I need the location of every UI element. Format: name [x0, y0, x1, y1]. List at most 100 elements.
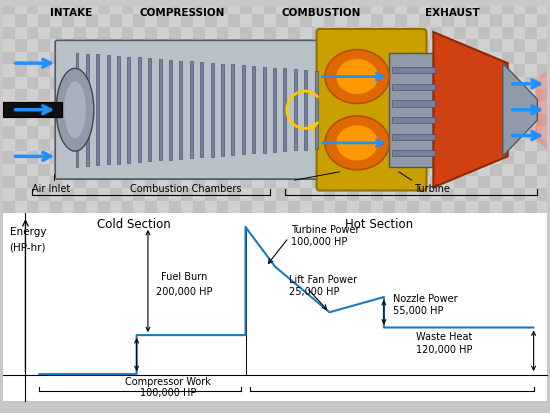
- Bar: [26, 126, 39, 139]
- Bar: [300, 52, 312, 64]
- Bar: [264, 201, 276, 213]
- Bar: [442, 76, 454, 89]
- Bar: [395, 14, 406, 27]
- Text: 120,000 HP: 120,000 HP: [416, 345, 472, 355]
- Text: Air Inlet: Air Inlet: [32, 184, 71, 194]
- Bar: [169, 176, 181, 188]
- Bar: [288, 176, 300, 188]
- Bar: [39, 139, 50, 151]
- Bar: [50, 176, 62, 188]
- Bar: [122, 126, 134, 139]
- Bar: [336, 2, 347, 14]
- Bar: [294, 69, 297, 150]
- Bar: [490, 76, 502, 89]
- Bar: [228, 39, 240, 52]
- Bar: [359, 52, 371, 64]
- Bar: [3, 89, 15, 102]
- Bar: [221, 64, 224, 156]
- Ellipse shape: [325, 50, 389, 104]
- Bar: [371, 201, 383, 213]
- Bar: [240, 2, 252, 14]
- Bar: [240, 76, 252, 89]
- Bar: [478, 151, 490, 164]
- Bar: [323, 76, 336, 89]
- Bar: [242, 65, 245, 154]
- Bar: [406, 151, 419, 164]
- Bar: [490, 89, 502, 102]
- Bar: [525, 27, 537, 39]
- Bar: [525, 39, 537, 52]
- Bar: [514, 39, 525, 52]
- Bar: [490, 14, 502, 27]
- Bar: [359, 151, 371, 164]
- Bar: [514, 201, 525, 213]
- Bar: [205, 64, 217, 76]
- Bar: [525, 114, 537, 126]
- Bar: [383, 52, 395, 64]
- Bar: [86, 126, 98, 139]
- Bar: [169, 27, 181, 39]
- Bar: [193, 64, 205, 76]
- Bar: [323, 89, 336, 102]
- Bar: [514, 114, 525, 126]
- Bar: [252, 139, 264, 151]
- Bar: [134, 39, 145, 52]
- Bar: [193, 89, 205, 102]
- Bar: [62, 176, 74, 188]
- Bar: [304, 70, 307, 150]
- Bar: [62, 89, 74, 102]
- Bar: [169, 164, 181, 176]
- Bar: [406, 39, 419, 52]
- Bar: [26, 89, 39, 102]
- Bar: [228, 114, 240, 126]
- Bar: [109, 114, 122, 126]
- Bar: [74, 52, 86, 64]
- Bar: [395, 39, 406, 52]
- Bar: [3, 114, 15, 126]
- Bar: [312, 139, 323, 151]
- Bar: [466, 76, 478, 89]
- Bar: [109, 201, 122, 213]
- Text: 55,000 HP: 55,000 HP: [393, 306, 443, 316]
- Bar: [312, 102, 323, 114]
- Bar: [148, 58, 151, 161]
- Bar: [454, 164, 466, 176]
- Bar: [431, 201, 442, 213]
- Bar: [181, 76, 193, 89]
- Bar: [359, 27, 371, 39]
- Bar: [86, 89, 98, 102]
- Bar: [502, 89, 514, 102]
- Text: 200,000 HP: 200,000 HP: [156, 287, 212, 297]
- Bar: [109, 188, 122, 201]
- Bar: [514, 151, 525, 164]
- Bar: [62, 102, 74, 114]
- Bar: [181, 102, 193, 114]
- Bar: [109, 39, 122, 52]
- Bar: [98, 64, 109, 76]
- Bar: [336, 89, 347, 102]
- Bar: [454, 176, 466, 188]
- Bar: [122, 176, 134, 188]
- Bar: [26, 201, 39, 213]
- Bar: [252, 14, 264, 27]
- Bar: [371, 39, 383, 52]
- Bar: [157, 139, 169, 151]
- Bar: [62, 188, 74, 201]
- Bar: [62, 201, 74, 213]
- Bar: [276, 139, 288, 151]
- Bar: [145, 102, 157, 114]
- Bar: [15, 102, 26, 114]
- Bar: [454, 114, 466, 126]
- Bar: [490, 188, 502, 201]
- Bar: [3, 188, 15, 201]
- Bar: [466, 188, 478, 201]
- Text: Turbine Power: Turbine Power: [291, 225, 359, 235]
- Bar: [395, 164, 406, 176]
- Bar: [537, 114, 549, 126]
- Bar: [300, 102, 312, 114]
- Bar: [323, 176, 336, 188]
- Bar: [466, 164, 478, 176]
- Bar: [300, 89, 312, 102]
- Bar: [478, 201, 490, 213]
- Bar: [217, 176, 228, 188]
